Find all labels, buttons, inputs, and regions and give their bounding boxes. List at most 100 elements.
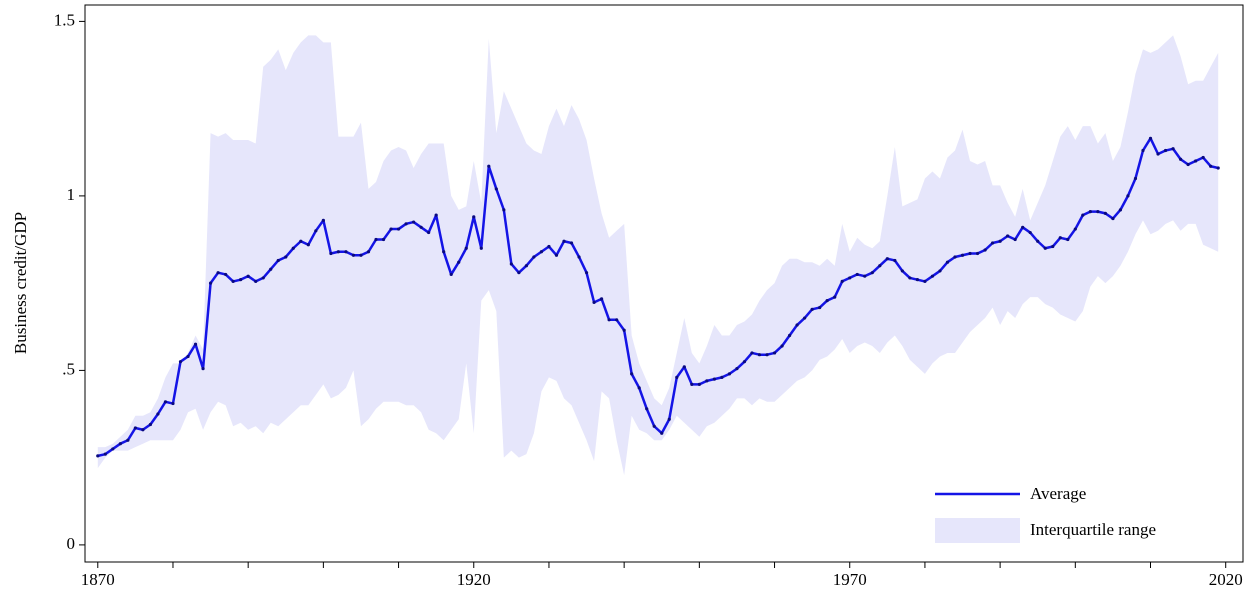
average-point [291,246,295,250]
average-point [915,278,920,282]
legend-swatch [935,518,1020,543]
average-point [1178,157,1183,161]
average-point [660,431,664,435]
average-point [141,428,145,432]
average-point [509,262,513,266]
average-point [524,264,528,268]
average-point [690,382,694,386]
average-point [1156,152,1160,156]
average-point [163,400,168,404]
x-tick-label: 1970 [833,570,867,589]
y-axis-label: Business credit/GDP [11,212,30,354]
average-point [938,269,942,273]
average-point [539,250,544,254]
average-point [968,251,972,256]
plot-frame [84,4,1244,563]
average-point [630,372,634,376]
average-point [1209,164,1213,168]
average-point [998,239,1002,243]
average-point [975,251,980,256]
average-point [1141,148,1145,153]
average-point [810,307,814,311]
average-point [878,264,882,268]
average-point [1201,155,1205,160]
average-point [389,227,393,231]
average-point [953,255,957,259]
average-point [329,251,333,256]
average-point [487,164,491,168]
average-point [434,213,438,217]
average-point [517,271,521,275]
iqr-band [97,35,1219,476]
average-point [156,412,160,416]
average-point [833,295,837,299]
average-point [1073,227,1077,231]
average-point [554,253,559,257]
average-point [284,255,288,259]
average-point [983,248,987,252]
y-tick-label: 1.5 [54,10,75,29]
average-point [1043,246,1047,250]
average-point [1194,159,1198,163]
average-point [314,229,318,233]
average-point [645,407,649,411]
average-point [1006,234,1010,238]
average-point [171,401,175,406]
average-point [787,333,792,338]
average-point [366,250,371,254]
average-point [344,250,348,254]
average-point [239,278,243,282]
average-point [765,353,769,357]
average-point [276,258,280,263]
average-point [562,239,566,243]
average-point [148,422,153,427]
average-point [306,243,310,247]
average-point [464,246,468,250]
average-point [547,244,551,249]
average-point [720,375,724,379]
average-point [803,316,807,320]
average-point [900,269,904,273]
average-point [675,375,679,379]
average-point [855,272,859,277]
average-point [133,426,137,430]
average-point [186,354,190,359]
average-point [193,342,198,346]
average-point [885,257,889,261]
average-point [622,328,626,332]
average-point [1103,211,1107,215]
average-point [442,250,446,254]
average-point [840,279,844,284]
average-point [1148,136,1153,140]
average-point [991,241,995,245]
average-point [178,360,183,364]
y-tick-label: 0 [67,534,76,553]
average-point [697,382,701,386]
average-point [592,300,596,304]
average-point [1058,236,1062,240]
average-point [1171,147,1175,151]
average-point [780,344,784,348]
average-point [848,276,852,280]
average-point [126,438,130,442]
average-point [1216,166,1220,170]
average-point [615,318,619,322]
average-point [825,299,829,303]
average-point [757,353,762,357]
average-point [404,222,408,226]
average-point [1088,210,1092,214]
y-tick-label: .5 [62,359,75,378]
average-point [381,237,386,242]
average-point [457,260,461,264]
average-point [1118,208,1123,212]
average-point [269,267,273,271]
average-point [427,230,431,235]
average-point [359,253,363,257]
x-tick-label: 2020 [1209,570,1243,589]
average-point [111,447,115,451]
average-point [208,281,213,285]
average-point [374,237,378,242]
average-point [479,246,483,250]
average-point [494,187,498,191]
average-point [577,255,581,259]
